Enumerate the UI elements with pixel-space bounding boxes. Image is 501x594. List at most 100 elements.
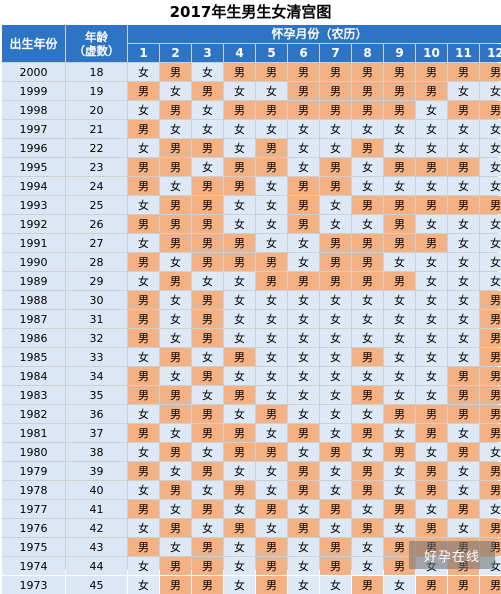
gender-cell: 女 <box>480 120 501 138</box>
gender-cell: 男 <box>256 557 287 575</box>
gender-cell: 女 <box>384 424 415 442</box>
gender-cell: 男 <box>416 234 447 252</box>
age-header-line2: （虚数） <box>73 43 120 58</box>
gender-cell: 女 <box>128 557 159 575</box>
birth-year-cell: 1991 <box>2 234 65 252</box>
gender-cell: 女 <box>160 253 191 271</box>
month-header-1: 1 <box>128 44 159 62</box>
gender-cell: 女 <box>320 386 351 404</box>
gender-cell: 女 <box>256 291 287 309</box>
age-cell: 22 <box>66 139 127 157</box>
pregnancy-month-header: 怀孕月份（农历） <box>128 25 501 43</box>
gender-cell: 女 <box>288 120 319 138</box>
gender-cell: 男 <box>224 101 255 119</box>
gender-cell: 女 <box>416 101 447 119</box>
gender-cell: 男 <box>288 519 319 537</box>
gender-cell: 女 <box>352 120 383 138</box>
gender-cell: 女 <box>384 367 415 385</box>
gender-cell: 女 <box>480 234 501 252</box>
month-header-4: 4 <box>224 44 255 62</box>
gender-cell: 女 <box>352 329 383 347</box>
gender-cell: 男 <box>128 253 159 271</box>
age-cell: 40 <box>66 481 127 499</box>
gender-cell: 男 <box>192 196 223 214</box>
gender-cell: 女 <box>384 253 415 271</box>
gender-cell: 男 <box>352 481 383 499</box>
gender-cell: 男 <box>416 481 447 499</box>
gender-cell: 男 <box>192 500 223 518</box>
gender-cell: 女 <box>352 310 383 328</box>
gender-cell: 女 <box>480 443 501 461</box>
gender-cell: 女 <box>256 329 287 347</box>
gender-cell: 女 <box>448 253 479 271</box>
gender-cell: 女 <box>128 196 159 214</box>
gender-cell: 男 <box>160 576 191 594</box>
age-cell: 42 <box>66 519 127 537</box>
gender-cell: 男 <box>320 82 351 100</box>
gender-cell: 女 <box>384 576 415 594</box>
birth-year-cell: 1978 <box>2 481 65 499</box>
month-header-2: 2 <box>160 44 191 62</box>
gender-cell: 女 <box>256 82 287 100</box>
gender-cell: 女 <box>192 481 223 499</box>
gender-cell: 女 <box>320 405 351 423</box>
gender-cell: 女 <box>288 443 319 461</box>
gender-cell: 男 <box>320 101 351 119</box>
gender-cell: 女 <box>416 215 447 233</box>
age-cell: 37 <box>66 424 127 442</box>
gender-cell: 女 <box>288 386 319 404</box>
gender-cell: 女 <box>384 120 415 138</box>
gender-cell: 男 <box>416 576 447 594</box>
gender-cell: 男 <box>384 82 415 100</box>
gender-cell: 女 <box>128 272 159 290</box>
gender-cell: 男 <box>480 367 501 385</box>
gender-cell: 男 <box>192 234 223 252</box>
gender-cell: 男 <box>128 120 159 138</box>
gender-cell: 男 <box>480 405 501 423</box>
gender-cell: 男 <box>416 158 447 176</box>
gender-cell: 男 <box>160 481 191 499</box>
gender-cell: 女 <box>288 253 319 271</box>
gender-cell: 男 <box>416 462 447 480</box>
gender-cell: 男 <box>256 576 287 594</box>
gender-cell: 女 <box>160 462 191 480</box>
gender-cell: 男 <box>352 576 383 594</box>
gender-cell: 男 <box>352 348 383 366</box>
gender-cell: 女 <box>352 538 383 556</box>
age-cell: 43 <box>66 538 127 556</box>
gender-cell: 男 <box>224 158 255 176</box>
gender-cell: 男 <box>384 557 415 575</box>
birth-year-cell: 1998 <box>2 101 65 119</box>
gender-cell: 男 <box>192 538 223 556</box>
month-header-5: 5 <box>256 44 287 62</box>
gender-cell: 男 <box>320 443 351 461</box>
age-cell: 44 <box>66 557 127 575</box>
gender-cell: 女 <box>384 139 415 157</box>
age-header-line1: 年龄 <box>85 29 108 44</box>
age-cell: 21 <box>66 120 127 138</box>
gender-cell: 女 <box>288 291 319 309</box>
age-cell: 36 <box>66 405 127 423</box>
gender-cell: 男 <box>416 424 447 442</box>
gender-cell: 男 <box>160 158 191 176</box>
gender-cell: 女 <box>384 462 415 480</box>
gender-cell: 男 <box>480 462 501 480</box>
gender-cell: 女 <box>352 291 383 309</box>
gender-cell: 女 <box>288 329 319 347</box>
gender-cell: 男 <box>192 139 223 157</box>
gender-cell: 男 <box>224 234 255 252</box>
gender-cell: 女 <box>320 367 351 385</box>
gender-cell: 女 <box>160 538 191 556</box>
gender-cell: 女 <box>224 82 255 100</box>
month-header-7: 7 <box>320 44 351 62</box>
gender-cell: 男 <box>128 215 159 233</box>
gender-cell: 女 <box>288 310 319 328</box>
gender-cell: 男 <box>128 329 159 347</box>
gender-cell: 男 <box>352 253 383 271</box>
birth-year-cell: 1977 <box>2 500 65 518</box>
gender-cell: 男 <box>448 443 479 461</box>
gender-cell: 男 <box>224 519 255 537</box>
gender-cell: 男 <box>384 215 415 233</box>
birth-year-cell: 1985 <box>2 348 65 366</box>
birth-year-cell: 1999 <box>2 82 65 100</box>
